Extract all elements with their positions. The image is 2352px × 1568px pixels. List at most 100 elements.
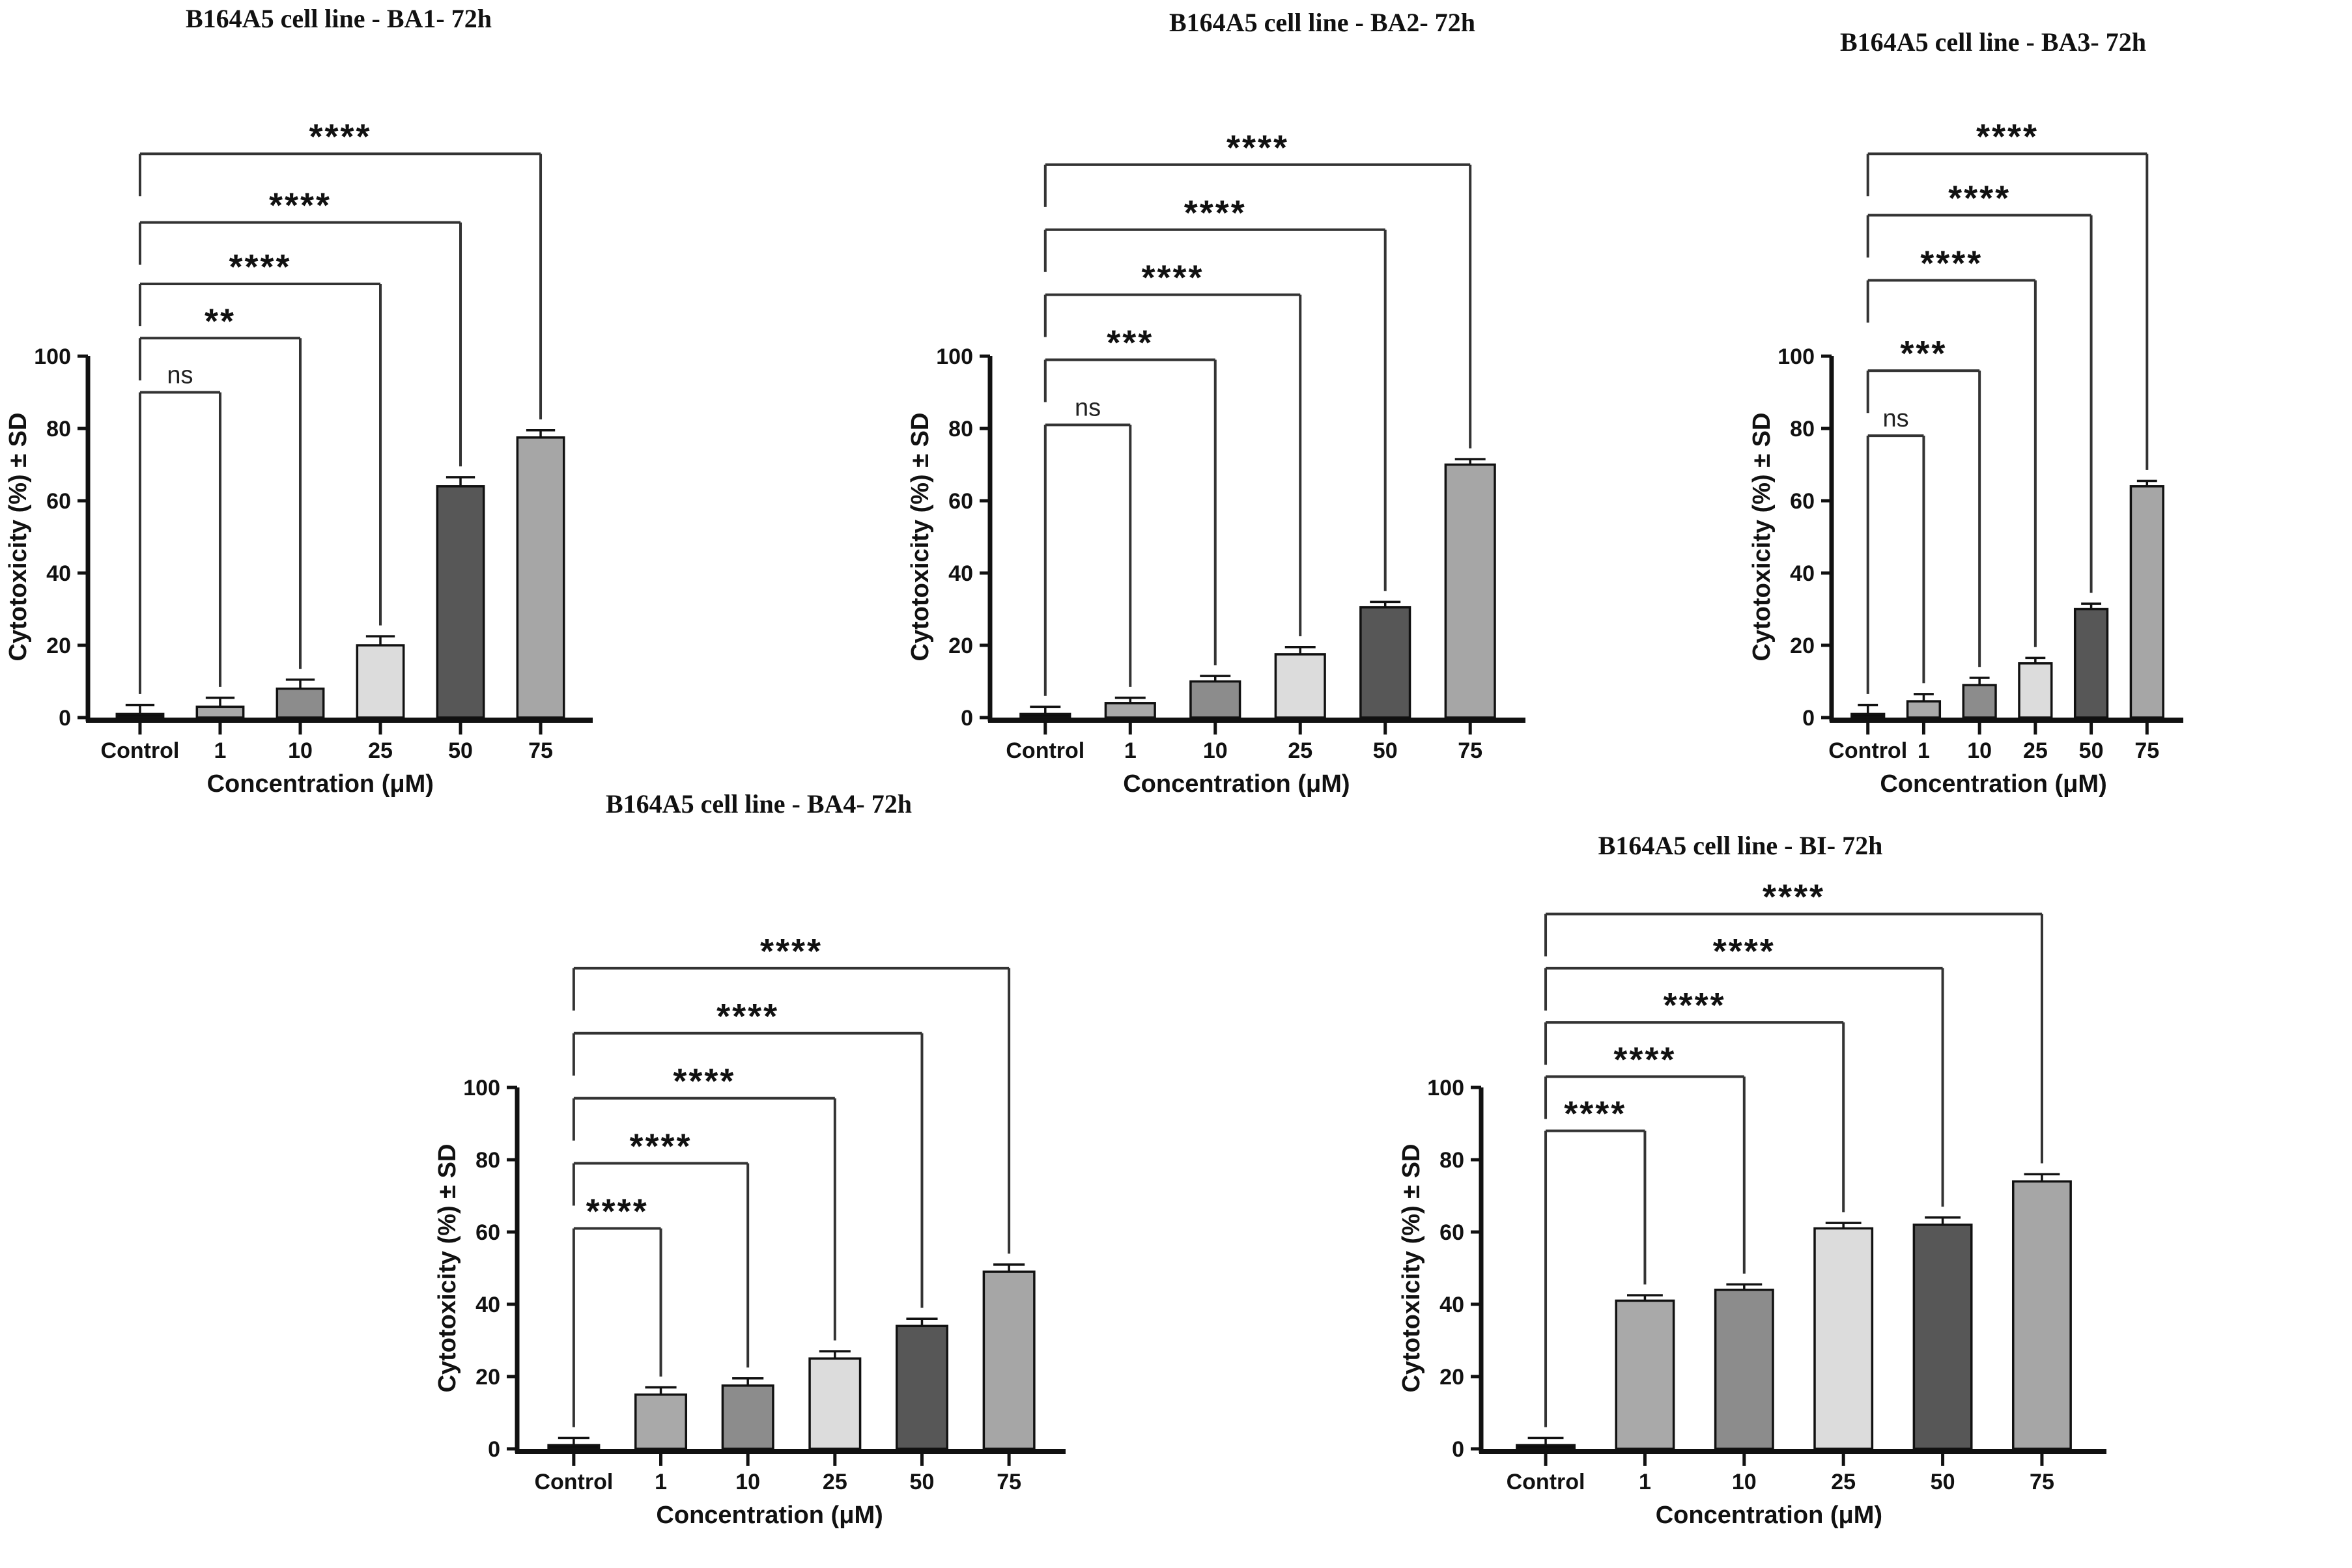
sig-label: **** xyxy=(629,1127,692,1166)
sig-label: **** xyxy=(1184,193,1247,232)
sig-label: **** xyxy=(1713,932,1776,971)
x-category-label: 75 xyxy=(997,1470,1021,1494)
y-tick-label: 100 xyxy=(936,344,973,369)
bar-1 xyxy=(1906,700,1942,719)
chart-ba2-72h: B164A5 cell line - BA2- 72h 0 20 40 60 80 100 C… xyxy=(907,8,1525,798)
sig-label: **** xyxy=(1763,878,1825,917)
y-tick-label: 0 xyxy=(488,1437,500,1462)
x-category-label: 1 xyxy=(655,1470,667,1494)
x-category-label: 1 xyxy=(214,738,227,763)
y-tick-label: 100 xyxy=(1427,1076,1464,1100)
bar-10 xyxy=(1962,684,1997,719)
x-axis-title: Concentration (μM) xyxy=(1656,1502,1882,1529)
bar-75 xyxy=(1444,463,1496,719)
bar-1 xyxy=(195,705,245,719)
x-category-label: 50 xyxy=(1373,738,1398,763)
bar-10 xyxy=(1714,1289,1774,1450)
y-tick-label: 0 xyxy=(59,706,71,731)
x-axis-title: Concentration (μM) xyxy=(1123,770,1350,798)
x-category-label: 50 xyxy=(910,1470,935,1494)
sig-label: **** xyxy=(1226,128,1289,167)
x-axis-title: Concentration (μM) xyxy=(656,1502,883,1529)
y-tick-label: 60 xyxy=(948,489,973,514)
y-tick-label: 80 xyxy=(948,417,973,441)
bar-50 xyxy=(1359,606,1411,719)
bar-control xyxy=(547,1444,601,1450)
chart-title: B164A5 cell line - BA3- 72h xyxy=(1840,27,2146,57)
y-tick-label: 100 xyxy=(463,1076,500,1100)
chart-ba1-72h: B164A5 cell line - BA1- 72h 0 20 40 60 80 100 C… xyxy=(5,4,593,798)
sig-label: ns xyxy=(1883,405,1909,432)
x-category-label: 10 xyxy=(735,1470,760,1494)
chart-title: B164A5 cell line - BI- 72h xyxy=(1598,831,1883,860)
bar-50 xyxy=(1912,1224,1973,1450)
sig-label: **** xyxy=(673,1062,735,1101)
y-tick-label: 80 xyxy=(46,417,71,441)
bar-25 xyxy=(1813,1227,1874,1450)
x-category-label: 25 xyxy=(823,1470,847,1494)
sig-label: **** xyxy=(309,117,371,156)
chart-ba4-72h: B164A5 cell line - BA4- 72h 0 20 40 60 80 100 C… xyxy=(434,789,1066,1529)
chart-bi-72h: B164A5 cell line - BI- 72h 0 20 40 60 80 100 Cy… xyxy=(1398,831,2106,1529)
y-tick-label: 80 xyxy=(1439,1148,1464,1173)
bar-10 xyxy=(721,1384,774,1450)
x-category-label: 1 xyxy=(1124,738,1137,763)
sig-label: **** xyxy=(760,932,823,971)
x-category-label: 1 xyxy=(1918,738,1930,763)
y-tick-label: 0 xyxy=(1452,1437,1464,1462)
bar-control xyxy=(1019,712,1071,719)
sig-label: **** xyxy=(1564,1095,1626,1134)
x-category-label: 50 xyxy=(448,738,473,763)
sig-label: **** xyxy=(1920,244,1983,283)
bar-control xyxy=(115,712,165,719)
x-category-label: 25 xyxy=(368,738,393,763)
sig-label: **** xyxy=(1613,1040,1676,1079)
bar-control xyxy=(1516,1444,1576,1450)
y-tick-label: 100 xyxy=(1778,344,1815,369)
y-axis-title: Cytotoxicity (%) ± SD xyxy=(5,413,32,662)
y-tick-label: 60 xyxy=(1790,489,1815,514)
bar-10 xyxy=(1189,680,1241,719)
x-axis-title: Concentration (μM) xyxy=(207,770,434,798)
x-category-label: Control xyxy=(1828,738,1907,763)
x-category-label: 75 xyxy=(2030,1470,2054,1494)
sig-label: *** xyxy=(1107,324,1154,363)
bar-10 xyxy=(276,687,325,719)
sig-label: **** xyxy=(1976,117,2039,156)
bar-1 xyxy=(1615,1299,1675,1450)
bar-50 xyxy=(2073,608,2109,719)
bar-control xyxy=(1850,712,1886,719)
sig-label: **** xyxy=(1141,259,1204,298)
chart-title: B164A5 cell line - BA2- 72h xyxy=(1169,8,1475,37)
bar-75 xyxy=(2129,485,2164,719)
sig-label: **** xyxy=(586,1192,649,1231)
y-axis-title: Cytotoxicity (%) ± SD xyxy=(1398,1144,1425,1393)
bar-50 xyxy=(895,1324,948,1450)
y-tick-label: 20 xyxy=(948,634,973,658)
y-tick-label: 40 xyxy=(46,561,71,586)
chart-title: B164A5 cell line - BA4- 72h xyxy=(606,789,912,819)
y-tick-label: 40 xyxy=(1790,561,1815,586)
y-tick-label: 80 xyxy=(1790,417,1815,441)
sig-label: ns xyxy=(167,362,193,389)
sig-label: **** xyxy=(229,247,291,287)
x-category-label: 10 xyxy=(1203,738,1228,763)
bar-75 xyxy=(516,436,565,719)
chart-ba3-72h: B164A5 cell line - BA3- 72h 0 20 40 60 80 100 C… xyxy=(1748,27,2183,798)
x-category-label: 50 xyxy=(2079,738,2104,763)
y-axis-title: Cytotoxicity (%) ± SD xyxy=(434,1144,461,1393)
bar-25 xyxy=(356,644,405,719)
y-tick-label: 0 xyxy=(1802,706,1815,731)
bar-50 xyxy=(436,485,485,719)
x-category-label: 75 xyxy=(1458,738,1482,763)
bar-25 xyxy=(2018,662,2053,719)
x-category-label: Control xyxy=(1006,738,1084,763)
x-category-label: 25 xyxy=(2023,738,2048,763)
sig-label: ** xyxy=(205,301,236,341)
y-axis-title: Cytotoxicity (%) ± SD xyxy=(907,413,934,662)
x-category-label: 75 xyxy=(528,738,553,763)
y-axis-title: Cytotoxicity (%) ± SD xyxy=(1748,413,1776,662)
x-category-label: Control xyxy=(101,738,180,763)
bar-1 xyxy=(1104,702,1156,719)
